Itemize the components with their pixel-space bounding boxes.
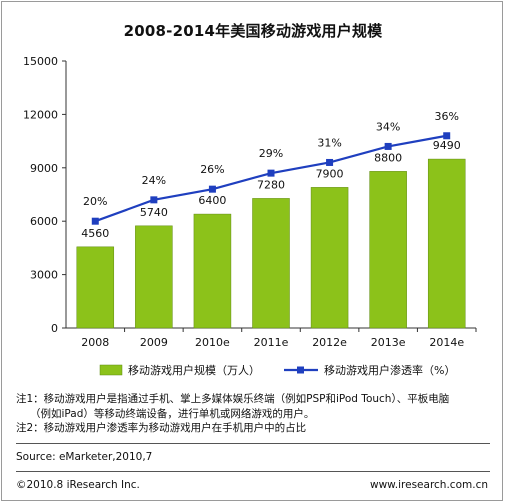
- bar-data-label: 5740: [140, 206, 168, 219]
- line-data-label: 31%: [317, 136, 341, 149]
- bar-data-label: 8800: [374, 151, 402, 164]
- bar-data-label: 7280: [257, 178, 285, 191]
- x-tick-label: 2011e: [254, 336, 289, 349]
- bar: [427, 158, 466, 329]
- line-data-label: 36%: [434, 110, 458, 123]
- bar: [76, 246, 115, 329]
- line-data-label: 34%: [376, 120, 400, 133]
- y-tick-label: 0: [51, 322, 58, 335]
- bar-data-label: 9490: [433, 139, 461, 152]
- line-marker: [150, 196, 158, 204]
- line-data-label: 24%: [142, 174, 166, 187]
- y-tick-label: 3000: [30, 269, 58, 282]
- line-marker: [208, 185, 216, 193]
- bar: [369, 171, 407, 329]
- legend-line-marker: [297, 366, 304, 374]
- y-tick-label: 6000: [30, 215, 58, 228]
- x-tick-label: 2012e: [312, 336, 347, 349]
- chart-plot: 0 3000 6000 9000 12000 15000 4560 2008 5740 2009 6…: [23, 55, 477, 377]
- bar: [252, 198, 290, 329]
- x-tick-label: 2008: [81, 336, 109, 349]
- bar-data-label: 6400: [198, 194, 226, 207]
- x-tick-label: 2013e: [371, 336, 406, 349]
- y-tick-label: 12000: [23, 108, 58, 121]
- y-tick-label: 9000: [30, 162, 58, 175]
- source-text: Source: eMarketer,2010,7: [16, 451, 153, 463]
- footnote-1: 注1：移动游戏用户是指通过手机、掌上多媒体娱乐终端（例如PSP和iPod Tou…: [16, 393, 450, 405]
- website-text: www.iresearch.com.cn: [369, 479, 488, 491]
- x-tick-label: 2009: [140, 336, 168, 349]
- legend-bar-swatch: [99, 364, 123, 376]
- legend-line-label: 移动游戏用户渗透率（%）: [324, 363, 455, 377]
- bar-data-label: 4560: [81, 227, 109, 240]
- x-tick-label: 2010e: [195, 336, 230, 349]
- bar: [193, 213, 232, 329]
- line-data-label: 26%: [200, 163, 224, 176]
- footnote-2: 注2：移动游戏用户渗透率为移动游戏用户在手机用户中的占比: [16, 422, 307, 434]
- line-data-label: 20%: [83, 195, 107, 208]
- line-marker: [443, 132, 451, 140]
- copyright-text: ©2010.8 iResearch Inc.: [16, 479, 140, 491]
- x-tick-label: 2014e: [429, 336, 464, 349]
- bar: [135, 225, 173, 329]
- y-tick-label: 15000: [23, 55, 58, 68]
- line-marker: [326, 158, 334, 166]
- footnote-1-continued: （例如iPad）等移动终端设备，进行单机或网络游戏的用户。: [30, 407, 315, 420]
- footer-rule: [16, 471, 490, 472]
- line-marker: [384, 142, 392, 150]
- line-marker: [267, 169, 275, 177]
- line-data-label: 29%: [259, 147, 283, 160]
- bar-data-label: 7900: [316, 167, 344, 180]
- line-marker: [91, 217, 99, 225]
- separator-line: [16, 443, 490, 444]
- legend-bar-label: 移动游戏用户规模（万人）: [128, 363, 260, 377]
- chart-title: 2008-2014年美国移动游戏用户规模: [123, 22, 383, 40]
- footnotes: 注1：移动游戏用户是指通过手机、掌上多媒体娱乐终端（例如PSP和iPod Tou…: [16, 392, 449, 436]
- bar: [310, 187, 349, 329]
